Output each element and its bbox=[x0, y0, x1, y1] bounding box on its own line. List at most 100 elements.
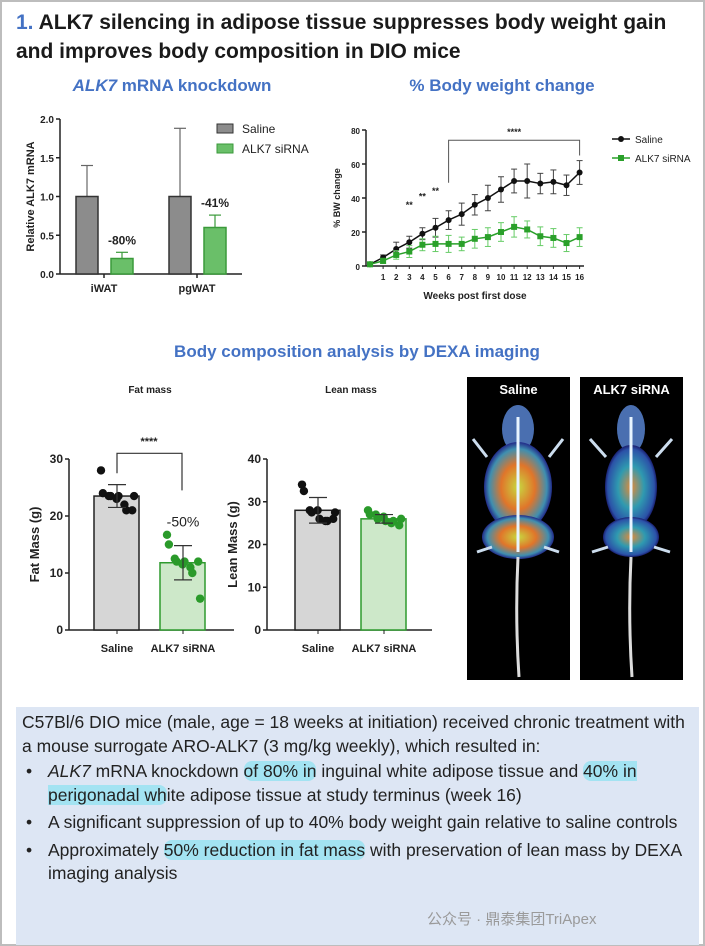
y-tick-label: 30 bbox=[248, 495, 262, 509]
data-point bbox=[471, 201, 478, 208]
y-tick-label: 1.5 bbox=[40, 154, 54, 165]
data-point bbox=[395, 521, 404, 530]
data-point bbox=[188, 568, 197, 578]
y-tick-label: 40 bbox=[351, 195, 360, 204]
dexa-image-sirna bbox=[580, 377, 683, 680]
data-point bbox=[563, 240, 570, 247]
x-tick-label: 16 bbox=[575, 273, 584, 282]
data-point bbox=[365, 510, 375, 519]
data-point bbox=[498, 186, 504, 193]
x-tick-label: 11 bbox=[510, 273, 519, 282]
percent-annotation: -50% bbox=[167, 513, 200, 529]
significance-label: **** bbox=[140, 436, 158, 448]
x-tick-label: 14 bbox=[549, 273, 558, 282]
significance-label: ** bbox=[419, 192, 427, 202]
chart-title: Fat mass bbox=[128, 385, 172, 396]
data-point bbox=[576, 169, 583, 176]
watermark: 公众号 · 鼎泰集团TriApex bbox=[427, 911, 597, 928]
x-tick-label: 7 bbox=[459, 273, 464, 282]
b3-a: Approximately bbox=[48, 839, 164, 860]
data-point bbox=[96, 466, 106, 475]
y-axis-label: Lean Mass (g) bbox=[225, 501, 240, 588]
bar-saline bbox=[168, 195, 192, 275]
mouse-scan-saline bbox=[471, 405, 565, 678]
percent-annotation: -80% bbox=[108, 233, 136, 247]
charts-layer: 0.0 0.5 1.0 1.5 2.0 Relative ALK7 mRNA iWAT -80… bbox=[25, 115, 691, 655]
gene-name: ALK7 bbox=[72, 76, 118, 95]
y-tick-label: 20 bbox=[50, 509, 64, 523]
y-tick-label: 0 bbox=[56, 623, 63, 637]
y-tick-label: 30 bbox=[50, 452, 64, 466]
x-tick-label: 13 bbox=[536, 273, 545, 282]
y-tick-label: 2.0 bbox=[40, 115, 54, 126]
data-point bbox=[195, 594, 205, 603]
bw-subtitle: % Body weight change bbox=[409, 76, 595, 95]
bar-saline bbox=[75, 195, 99, 275]
data-point bbox=[194, 557, 203, 566]
x-tick-label: 1 bbox=[381, 273, 386, 282]
data-point bbox=[576, 234, 583, 241]
data-point bbox=[550, 178, 557, 185]
data-point bbox=[330, 508, 340, 517]
data-point bbox=[129, 491, 139, 501]
b3-b: with preservation of lean mass by DEXA i… bbox=[48, 839, 682, 884]
y-tick-label: 0.5 bbox=[40, 231, 54, 242]
y-tick-label: 10 bbox=[248, 580, 262, 594]
x-tick-label: Saline bbox=[101, 643, 133, 655]
legend-marker bbox=[618, 136, 624, 142]
data-point bbox=[498, 229, 504, 235]
data-point bbox=[563, 182, 570, 189]
y-tick-label: 0.0 bbox=[40, 270, 54, 281]
data-point bbox=[432, 224, 439, 231]
b1-a: mRNA knockdown bbox=[90, 761, 244, 781]
x-tick-label: iWAT bbox=[91, 283, 118, 295]
subtitle-rest: mRNA knockdown bbox=[117, 76, 272, 95]
x-tick-label: 3 bbox=[407, 273, 412, 282]
y-tick-label: 80 bbox=[351, 127, 360, 136]
legend-label: ALK7 siRNA bbox=[242, 142, 309, 156]
y-tick-label: 40 bbox=[248, 452, 262, 466]
data-point bbox=[511, 223, 518, 230]
y-tick-label: 10 bbox=[50, 566, 64, 580]
data-point bbox=[484, 195, 491, 201]
sirna-image-label: ALK7 siRNA bbox=[593, 382, 670, 397]
data-point bbox=[419, 230, 426, 237]
data-point bbox=[329, 514, 338, 524]
y-axis-label: % BW change bbox=[332, 168, 342, 228]
summary-bullet-3: Approximately 50% reduction in fat mass … bbox=[22, 839, 693, 886]
saline-image-label: Saline bbox=[499, 382, 538, 397]
data-point bbox=[122, 506, 131, 515]
b1-highlight-1: of 80% in bbox=[243, 761, 317, 781]
legend-swatch bbox=[216, 143, 234, 154]
y-tick-label: 20 bbox=[248, 538, 262, 552]
significance-bracket bbox=[448, 139, 581, 183]
bar-sirna bbox=[110, 257, 134, 275]
x-tick-label: 4 bbox=[420, 273, 425, 282]
data-point bbox=[396, 514, 406, 524]
data-point bbox=[406, 239, 413, 246]
data-point bbox=[393, 251, 400, 258]
series-line bbox=[369, 171, 581, 265]
x-tick-label: pgWAT bbox=[178, 283, 215, 295]
legend-marker bbox=[618, 155, 624, 161]
significance-bracket bbox=[116, 452, 183, 491]
dexa-image-saline bbox=[467, 377, 570, 680]
significance-label: ** bbox=[432, 186, 440, 196]
summary-bullet-2: A significant suppression of up to 40% b… bbox=[22, 811, 693, 835]
data-point bbox=[458, 211, 465, 218]
mouse-scan-sirna bbox=[588, 405, 674, 678]
legend-label: Saline bbox=[635, 135, 663, 146]
y-tick-label: 20 bbox=[351, 229, 360, 238]
x-axis-label: Weeks post first dose bbox=[423, 291, 527, 302]
data-point bbox=[537, 233, 544, 240]
data-point bbox=[380, 257, 387, 264]
x-tick-label: 6 bbox=[446, 273, 451, 282]
page-title: 1. ALK7 silencing in adipose tissue supp… bbox=[16, 8, 696, 66]
y-tick-label: 0 bbox=[254, 623, 261, 637]
data-point bbox=[484, 234, 491, 241]
x-tick-label: 8 bbox=[473, 273, 478, 282]
legend-label: Saline bbox=[242, 122, 276, 136]
y-tick-label: 0 bbox=[356, 263, 361, 272]
y-tick-label: 60 bbox=[351, 161, 360, 170]
data-point bbox=[511, 178, 518, 184]
